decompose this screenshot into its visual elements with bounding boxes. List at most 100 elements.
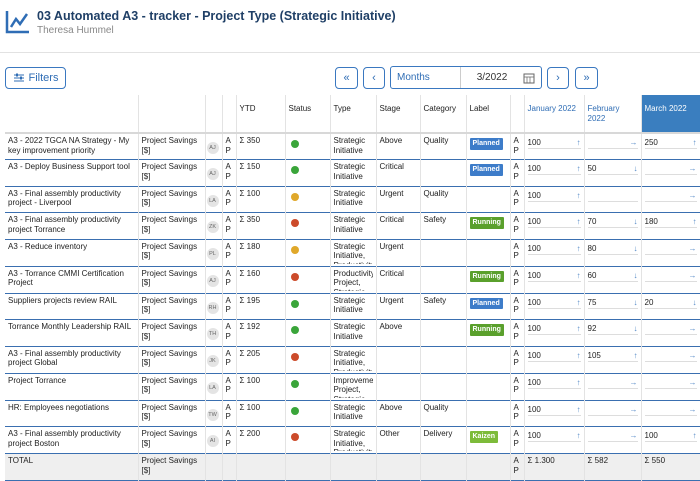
type: Strategic Initiative, Productivity [333, 241, 373, 264]
status-cell [285, 293, 331, 320]
trend-arrow: → [688, 404, 697, 414]
stage: Above [379, 402, 403, 412]
month-input: 60 ↓ [587, 270, 638, 282]
first-button[interactable]: « [335, 67, 358, 89]
ytd: Σ 195 [236, 293, 286, 320]
kpi-name: Project Savings [$] [141, 322, 198, 341]
kpi-cell: Project Savings [$] [138, 346, 206, 373]
name-cell: A3 - Reduce inventory [5, 239, 139, 266]
next-button[interactable]: › [547, 67, 569, 89]
trend-arrow: ↑ [576, 377, 581, 387]
label-badge: Running [469, 270, 504, 282]
owner-cell: JK [205, 346, 223, 373]
trend-arrow: ↑ [576, 431, 581, 440]
type: Productivity Project, Strategic [333, 268, 373, 291]
kpi-cell: Project Savings [$] [138, 293, 206, 320]
ap-label: A [225, 348, 231, 358]
trend-arrow: → [688, 377, 697, 387]
table-row: A3 - Final assembly productivity project… [5, 212, 700, 239]
total-kpi: Project Savings [$] [138, 453, 206, 480]
ap-label: P [225, 145, 231, 155]
month-header: January 2022 [524, 95, 585, 134]
month-cell: 100 ↑ [524, 373, 585, 400]
owner-avatar: AJ [206, 274, 219, 287]
month-input: → [644, 191, 697, 202]
ap-label: P [225, 331, 231, 341]
month-cell: 70 ↓ [584, 212, 642, 239]
label-badge: Planned [469, 138, 503, 150]
owner-avatar: LA [206, 381, 219, 394]
month-cell: → [641, 239, 700, 266]
name-cell: A3 - Final assembly productivity project… [5, 346, 139, 373]
status-cell [285, 319, 331, 346]
owner-avatar: JK [206, 354, 219, 367]
table-row: A3 - Final assembly productivity project… [5, 186, 700, 213]
month-input [587, 191, 638, 202]
kpi-cell: Project Savings [$] [138, 426, 206, 454]
ap-label: A [513, 375, 519, 385]
kpi-name: Project Savings [$] [141, 188, 198, 208]
month-input: 100 ↑ [644, 431, 697, 442]
type-cell: Strategic Initiative, Productivity [330, 239, 377, 266]
ap-label: P [513, 278, 519, 287]
kpi-cell: Project Savings [$] [138, 159, 206, 186]
prev-button[interactable]: ‹ [363, 67, 385, 89]
stage: Urgent [379, 295, 404, 305]
trend-arrow: ↑ [633, 350, 638, 360]
stage-cell: Critical [376, 212, 421, 239]
label-cell: Running [466, 212, 511, 239]
owner-cell: AJ [205, 159, 223, 186]
header-row: YTD Status Type Stage Category Label January 2… [5, 95, 700, 134]
ap-label: A [513, 188, 519, 198]
month-cell: → [584, 133, 642, 160]
ytd: Σ 350 [236, 212, 286, 239]
type-cell: Strategic Initiative [330, 293, 377, 320]
calendar-icon [523, 73, 535, 83]
period-picker[interactable]: Months 3/2022 [390, 66, 542, 89]
row-name: A3 - Reduce inventory [8, 241, 88, 251]
kpi-name: Project Savings [$] [141, 215, 198, 234]
row-name: A3 - Torrance CMMI Certification Project [8, 268, 124, 288]
month-cell: 100 ↑ [524, 159, 585, 186]
ap-label: P [513, 331, 519, 341]
total-empty [466, 453, 511, 480]
month-input: → [587, 431, 638, 442]
month-cell [584, 186, 642, 213]
ytd: Σ 200 [236, 426, 286, 454]
month-input: 250 ↑ [644, 138, 697, 149]
last-button[interactable]: » [575, 67, 598, 89]
kpi-name: Project Savings [$] [141, 136, 198, 155]
trend-arrow: ↓ [633, 164, 638, 173]
month-cell: → [584, 426, 642, 454]
name-cell: A3 - Final assembly productivity project… [5, 186, 139, 213]
table-row: Suppliers projects review RAIL Project Sa… [5, 293, 700, 320]
month-value: 100 [527, 431, 541, 440]
kpi-cell: Project Savings [$] [138, 319, 206, 346]
filters-label: Filters [28, 72, 59, 84]
row-name: Torrance Monthly Leadership RAIL [8, 322, 132, 331]
category: Delivery [423, 429, 453, 438]
row-name: A3 - Final assembly productivity project… [8, 429, 121, 448]
table-row: Torrance Monthly Leadership RAIL Project … [5, 319, 700, 346]
filters-button[interactable]: Filters [5, 67, 66, 89]
table-body: A3 - 2022 TGCA NA Strategy - My key impr… [5, 133, 700, 480]
trend-arrow: ↓ [633, 270, 638, 280]
trend-arrow: ↑ [576, 164, 581, 173]
category-cell: Safety [420, 293, 467, 320]
category: Quality [423, 136, 449, 145]
month-header: March 2022 [641, 95, 700, 134]
month-input: → [587, 138, 638, 149]
column-header: Label [466, 95, 511, 134]
month-cell: 100 ↑ [524, 426, 585, 454]
month-input: → [644, 351, 697, 362]
trend-arrow: ↓ [633, 243, 638, 253]
ap-label: A [513, 322, 519, 331]
month-cell: 100 ↑ [524, 346, 585, 373]
row-name: A3 - Final assembly productivity project… [8, 215, 121, 234]
